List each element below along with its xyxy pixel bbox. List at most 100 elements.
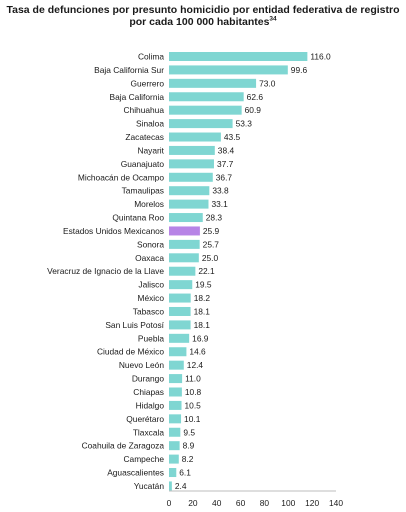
bar (169, 293, 191, 303)
category-label: Nayarit (137, 145, 164, 155)
value-label: 28.3 (206, 213, 223, 223)
bar (169, 239, 200, 249)
bar (169, 441, 180, 451)
value-label: 43.5 (224, 132, 241, 142)
category-label: Querétaro (126, 414, 164, 424)
bar (169, 199, 209, 209)
value-label: 19.5 (195, 280, 212, 290)
x-tick-label: 120 (305, 498, 319, 508)
value-label: 2.4 (175, 481, 187, 491)
chart-title-footnote: 34 (269, 15, 277, 23)
value-label: 6.1 (179, 468, 191, 478)
category-label: Michoacán de Ocampo (78, 172, 164, 182)
value-label: 22.1 (198, 266, 215, 276)
category-label: Chiapas (133, 387, 164, 397)
bar (169, 468, 177, 478)
value-label: 25.7 (203, 239, 220, 249)
value-label: 8.2 (182, 454, 194, 464)
value-label: 33.8 (212, 186, 229, 196)
bar (169, 253, 199, 263)
bar (169, 92, 244, 102)
x-tick-label: 100 (281, 498, 295, 508)
value-label: 12.4 (187, 360, 204, 370)
value-label: 16.9 (192, 333, 209, 343)
bar (169, 360, 184, 370)
bar (169, 52, 308, 61)
value-label: 38.4 (218, 145, 235, 155)
category-label: Oaxaca (135, 253, 164, 263)
category-label: Nuevo León (119, 360, 165, 370)
bar (169, 172, 213, 182)
category-label: Puebla (138, 333, 164, 343)
bar (169, 387, 182, 397)
x-tick-label: 80 (260, 498, 270, 508)
category-label: Jalisco (138, 280, 164, 290)
category-label: Sonora (137, 239, 164, 249)
category-label: Ciudad de México (97, 347, 164, 357)
bar (169, 213, 203, 223)
bar (169, 105, 242, 115)
chart-title-line-2: por cada 100 000 habitantes34 (0, 16, 406, 28)
value-label: 11.0 (185, 374, 201, 384)
value-label: 18.1 (194, 306, 211, 316)
category-label: Tamaulipas (122, 186, 164, 196)
category-label: Colima (138, 52, 164, 62)
bar (169, 400, 182, 410)
category-label: Estados Unidos Mexicanos (63, 226, 164, 236)
category-label: Sinaloa (136, 119, 164, 129)
bar (169, 454, 179, 464)
value-label: 18.2 (194, 293, 211, 303)
value-label: 116.0 (310, 52, 331, 62)
category-label: Guerrero (130, 78, 164, 88)
category-label: Yucatán (134, 481, 165, 491)
value-label: 25.9 (203, 226, 220, 236)
bar (169, 145, 215, 155)
value-label: 14.6 (189, 347, 206, 357)
value-label: 53.3 (236, 119, 253, 129)
value-label: 33.1 (211, 199, 228, 209)
value-label: 10.5 (185, 400, 202, 410)
category-label: Tlaxcala (133, 427, 165, 437)
value-label: 10.1 (184, 414, 201, 424)
value-label: 73.0 (259, 78, 276, 88)
value-label: 60.9 (245, 105, 262, 115)
category-label: Zacatecas (125, 132, 164, 142)
bar (169, 266, 196, 276)
category-label: Morelos (134, 199, 164, 209)
value-label: 8.9 (183, 441, 195, 451)
category-label: Durango (132, 374, 164, 384)
category-label: Chihuahua (123, 105, 164, 115)
value-label: 25.0 (202, 253, 219, 263)
bar (169, 132, 221, 142)
bar (169, 280, 193, 290)
bar (169, 186, 210, 196)
bar (169, 481, 172, 491)
category-label: Baja California (110, 92, 165, 102)
chart-title-line-1: Tasa de defunciones por presunto homicid… (6, 4, 400, 16)
x-tick-label: 40 (212, 498, 222, 508)
bar (169, 333, 190, 343)
chart-title: Tasa de defunciones por presunto homicid… (0, 4, 406, 28)
bar (169, 159, 214, 169)
bar (169, 78, 257, 88)
category-label: Aguascalientes (107, 468, 164, 478)
value-label: 37.7 (217, 159, 234, 169)
x-tick-label: 20 (188, 498, 198, 508)
bar (169, 320, 191, 330)
category-label: Veracruz de Ignacio de la Llave (47, 266, 164, 276)
bar (169, 414, 182, 424)
value-label: 62.6 (247, 92, 264, 102)
category-label: Baja California Sur (94, 65, 164, 75)
category-label: San Luis Potosí (105, 320, 164, 330)
x-tick-label: 140 (329, 498, 343, 508)
bar (169, 306, 191, 316)
bar (169, 65, 288, 75)
category-label: Tabasco (133, 306, 165, 316)
category-label: Campeche (123, 454, 164, 464)
value-label: 10.8 (185, 387, 202, 397)
chart-title-line-2-text: por cada 100 000 habitantes (129, 16, 270, 28)
x-tick-label: 0 (167, 498, 172, 508)
bar (169, 119, 233, 129)
value-label: 18.1 (194, 320, 211, 330)
bar (169, 427, 181, 437)
